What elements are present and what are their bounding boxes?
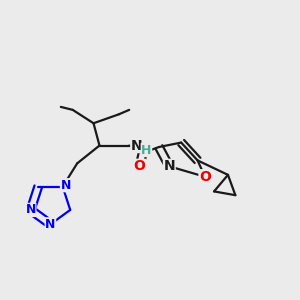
Text: H: H [141, 143, 152, 157]
Text: N: N [60, 179, 71, 192]
Text: O: O [134, 159, 146, 173]
Text: N: N [45, 218, 56, 231]
Text: N: N [164, 159, 175, 173]
Text: N: N [131, 139, 142, 152]
Text: O: O [199, 170, 211, 184]
Text: N: N [26, 203, 36, 216]
